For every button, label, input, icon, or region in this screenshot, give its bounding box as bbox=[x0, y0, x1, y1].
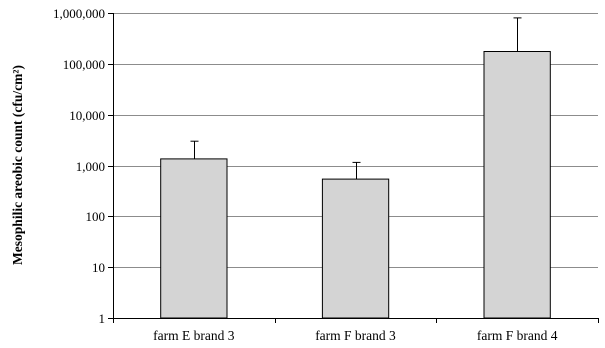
bars bbox=[160, 17, 551, 319]
y-tick-label-5: 100,000 bbox=[63, 57, 105, 72]
y-tick-label-3: 1,000 bbox=[76, 159, 105, 174]
x-category-label-1: farm F brand 3 bbox=[315, 328, 396, 343]
tick-labels: 1 10 100 1,000 10,000 100,000 1,000,000 farm E … bbox=[53, 6, 558, 343]
y-tick-label-1: 10 bbox=[92, 260, 105, 275]
bar-2 bbox=[483, 51, 551, 319]
axes bbox=[108, 13, 599, 323]
x-category-label-2: farm F brand 4 bbox=[477, 328, 558, 343]
y-tick-label-6: 1,000,000 bbox=[53, 6, 105, 21]
y-tick-label-2: 100 bbox=[86, 209, 106, 224]
y-axis-title: Mesophilic areobic count (cfu/cm²) bbox=[10, 65, 25, 265]
y-tick-label-0: 1 bbox=[99, 311, 106, 326]
x-category-label-0: farm E brand 3 bbox=[153, 328, 235, 343]
bar-0 bbox=[160, 158, 228, 319]
bar-1 bbox=[321, 178, 390, 319]
y-tick-label-4: 10,000 bbox=[69, 108, 105, 123]
